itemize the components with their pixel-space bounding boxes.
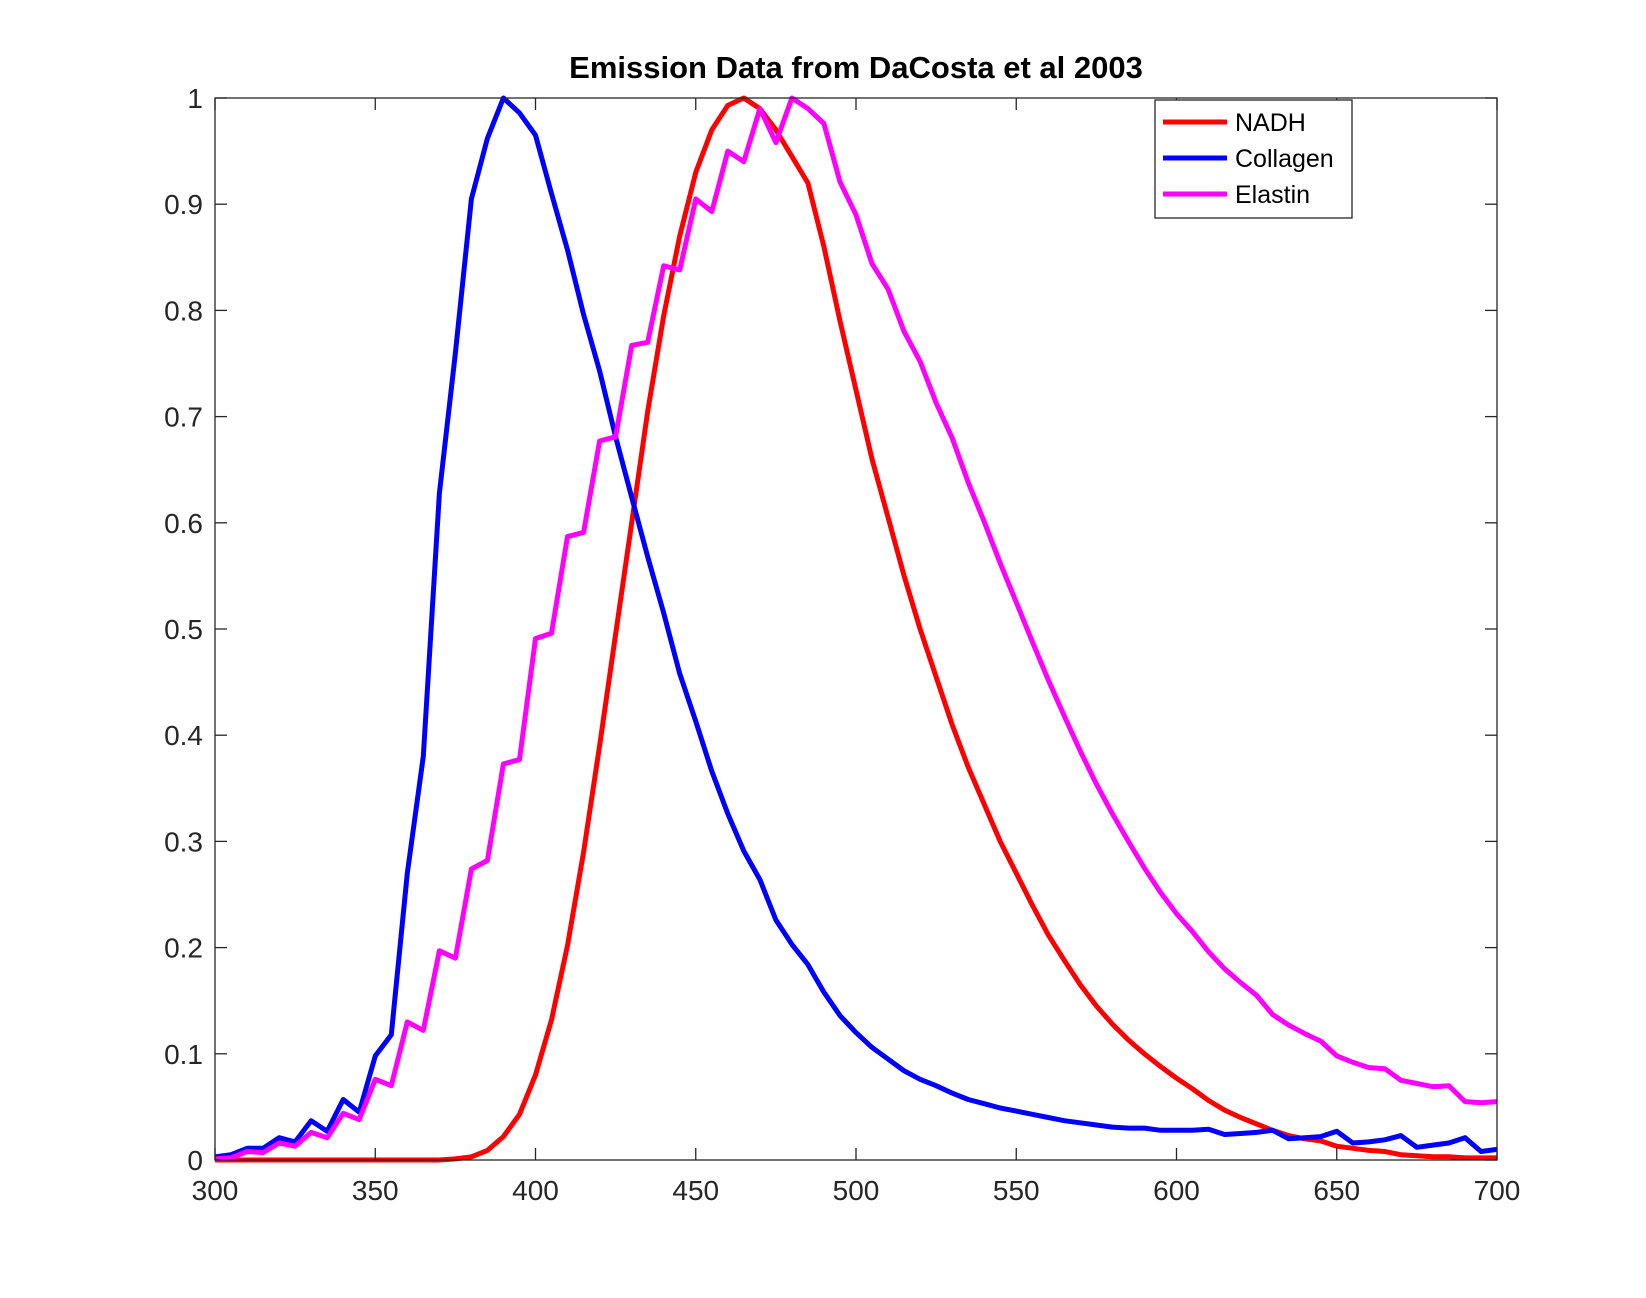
x-tick-label: 500 <box>833 1175 880 1206</box>
y-tick-label: 0.3 <box>164 826 203 857</box>
x-tick-label: 650 <box>1313 1175 1360 1206</box>
legend: NADH Collagen Elastin <box>1154 99 1353 219</box>
y-tick-label: 0.9 <box>164 189 203 220</box>
y-tick-label: 0.8 <box>164 295 203 326</box>
legend-label-nadh: NADH <box>1235 109 1306 137</box>
legend-label-collagen: Collagen <box>1235 145 1334 173</box>
y-tick-label: 0.4 <box>164 720 203 751</box>
x-tick-label: 350 <box>352 1175 399 1206</box>
legend-label-elastin: Elastin <box>1235 181 1310 209</box>
y-tick-label: 1 <box>187 83 203 114</box>
series-line-nadh <box>215 95 1497 1163</box>
tick-layer: 300 350 400 450 500 550 600 650 700 0 0.1 0.2 0.3 0.4… <box>164 83 1520 1206</box>
y-tick-label: 0.1 <box>164 1039 203 1070</box>
x-tick-label: 600 <box>1153 1175 1200 1206</box>
y-tick-label: 0 <box>187 1145 203 1176</box>
x-tick-label: 400 <box>512 1175 559 1206</box>
x-tick-label: 450 <box>672 1175 719 1206</box>
series-line-collagen <box>214 95 1498 1160</box>
x-tick-label: 700 <box>1474 1175 1521 1206</box>
plot-area <box>215 98 1497 1160</box>
chart-title: Emission Data from DaCosta et al 2003 <box>569 50 1143 85</box>
x-tick-label: 300 <box>192 1175 239 1206</box>
y-tick-label: 0.7 <box>164 402 203 433</box>
series-line-elastin <box>214 95 1498 1162</box>
plot-frame <box>214 97 1498 1161</box>
y-tick-label: 0.6 <box>164 508 203 539</box>
series-layer <box>214 95 1498 1163</box>
x-tick-label: 550 <box>993 1175 1040 1206</box>
y-tick-label: 0.2 <box>164 933 203 964</box>
y-tick-label: 0.5 <box>164 614 203 645</box>
